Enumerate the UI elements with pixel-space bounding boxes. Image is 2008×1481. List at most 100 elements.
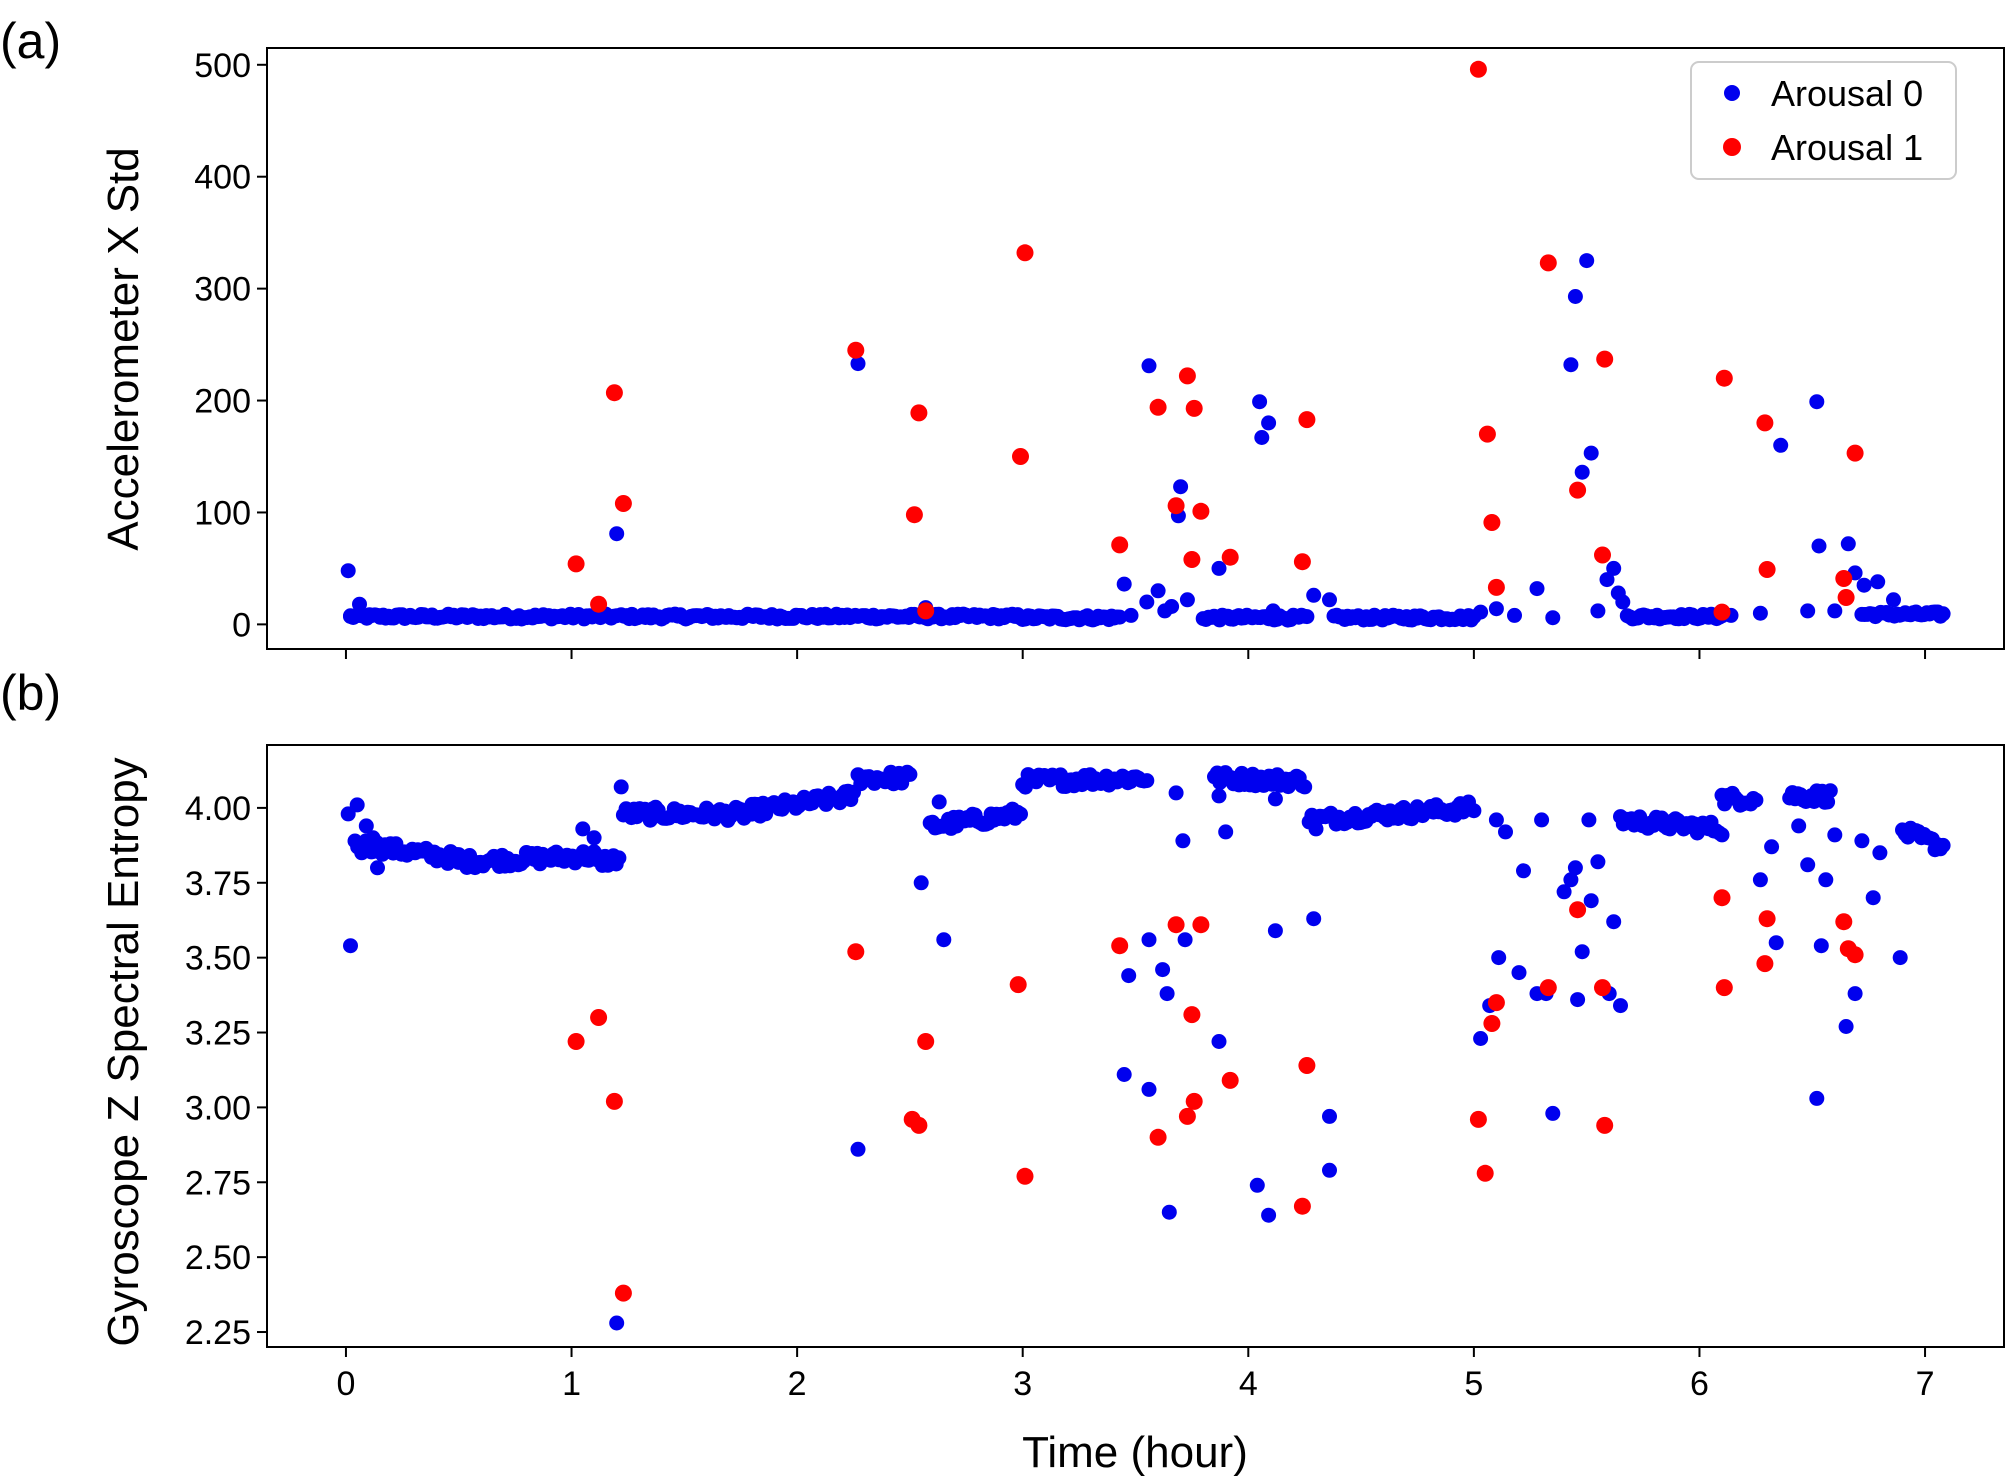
panel-a-point-arousal-0 (343, 609, 358, 624)
panel-b-point-arousal-0 (1267, 923, 1283, 939)
panel-a-xticks (344, 649, 1927, 659)
panel-b-point-arousal-1 (847, 943, 865, 961)
panel-b-point-arousal-1 (917, 1033, 935, 1050)
panel-a-point-arousal-0 (1211, 560, 1227, 576)
panel-a-point-arousal-0 (1811, 538, 1827, 554)
panel-a-point-arousal-0 (1870, 574, 1886, 590)
panel-a-point-arousal-1 (1167, 497, 1185, 515)
panel-a-point-arousal-1 (567, 555, 585, 573)
panel-b-point-arousal-0 (1155, 962, 1171, 978)
panel-b-point-arousal-1 (1483, 1015, 1501, 1032)
panel-b-xtick-label: 6 (1690, 1365, 1709, 1403)
panel-a-point-arousal-0 (1507, 607, 1522, 623)
panel-b-point-arousal-0 (1809, 1090, 1825, 1106)
panel-a-point-arousal-1 (1016, 244, 1034, 262)
panel-b-point-arousal-0 (1752, 872, 1768, 888)
panel-b-point-arousal-0 (1516, 863, 1531, 879)
panel-b-point-arousal-1 (1846, 946, 1864, 964)
panel-b-point-arousal-0 (1748, 792, 1764, 808)
panel-b-ytick-label: 3.25 (185, 1015, 251, 1053)
panel-a-point-arousal-0 (1123, 607, 1139, 623)
panel-a-point-arousal-0 (1112, 609, 1128, 625)
panel-a-point-arousal-0 (1567, 289, 1583, 304)
panel-b-point-arousal-0 (1261, 1207, 1277, 1223)
panel-b-point-arousal-0 (1473, 1031, 1489, 1046)
panel-a-point-arousal-0 (1935, 606, 1951, 622)
panel-a-point-arousal-0 (1173, 479, 1189, 495)
legend: Arousal 0 Arousal 1 (1690, 61, 1957, 180)
panel-b-ytick-label: 2.75 (185, 1164, 251, 1202)
panel-b-label: (b) (0, 665, 61, 721)
panel-b-point-arousal-0 (1581, 812, 1597, 828)
panel-b-point-arousal-0 (613, 779, 629, 795)
panel-b-point-arousal-0 (1491, 950, 1507, 966)
panel-a-point-arousal-1 (910, 404, 928, 422)
panel-b-point-arousal-0 (1590, 854, 1606, 870)
panel-a-point-arousal-0 (1827, 603, 1843, 619)
panel-b-point-arousal-0 (349, 797, 365, 813)
panel-b-point-arousal-0 (1116, 1067, 1132, 1082)
panel-b-point-arousal-0 (586, 830, 602, 846)
panel-b-point-arousal-0 (1567, 860, 1583, 876)
panel-b-point-arousal-0 (1854, 833, 1870, 849)
panel-b-ytick-label: 3.50 (185, 940, 251, 978)
panel-a-point-arousal-0 (1473, 604, 1489, 620)
panel-a-point-arousal-0 (1856, 577, 1872, 593)
panel-a-point-arousal-1 (1012, 448, 1029, 465)
panel-a-point-arousal-0 (1840, 536, 1856, 552)
panel-a-ytick-label: 0 (232, 606, 251, 644)
panel-b-point-arousal-0 (1822, 783, 1838, 799)
panel-b-point-arousal-1 (590, 1009, 608, 1026)
panel-b-frame (266, 744, 2005, 1348)
panel-a-point-arousal-0 (1574, 464, 1590, 480)
panel-b-point-arousal-0 (1141, 1081, 1157, 1097)
panel-b-point-arousal-0 (1820, 794, 1836, 810)
panel-a: (a) Accelerometer X Std 0 100 200 300 400 500… (0, 13, 2005, 659)
panel-b-point-arousal-0 (1211, 1034, 1227, 1049)
panel-a-point-arousal-0 (1599, 572, 1615, 588)
legend-marker-arousal-0 (1724, 85, 1740, 101)
panel-a-points (340, 60, 1951, 628)
panel-b-point-arousal-0 (1159, 986, 1175, 1002)
panel-b: (b) Gyroscope Z Spectral Entropy 2.25 2.5… (0, 665, 2005, 1477)
panel-b-point-arousal-0 (1121, 968, 1137, 984)
panel-b-point-arousal-1 (605, 1092, 623, 1110)
panel-a-point-arousal-0 (1529, 581, 1545, 597)
panel-b-point-arousal-0 (1267, 791, 1283, 807)
panel-b-point-arousal-1 (1183, 1006, 1201, 1024)
panel-b-point-arousal-0 (1556, 884, 1572, 900)
panel-a-point-arousal-0 (340, 563, 356, 579)
panel-b-point-arousal-1 (1298, 1057, 1316, 1074)
panel-b-point-arousal-0 (1768, 935, 1784, 951)
panel-b-point-arousal-0 (1606, 914, 1622, 930)
panel-b-point-arousal-0 (850, 1141, 866, 1157)
panel-a-point-arousal-0 (1615, 594, 1631, 610)
panel-a-point-arousal-1 (1298, 411, 1316, 429)
panel-a-point-arousal-1 (1837, 589, 1855, 606)
panel-b-point-arousal-0 (1139, 773, 1155, 789)
panel-b-point-arousal-0 (1827, 827, 1843, 843)
panel-a-point-arousal-1 (1756, 414, 1774, 432)
panel-b-xticks: 0 1 2 3 4 5 6 7 (336, 1347, 1935, 1403)
panel-b-point-arousal-1 (910, 1116, 928, 1134)
panel-a-ytick-label: 300 (194, 271, 251, 309)
legend-label-arousal-1: Arousal 1 (1771, 127, 1923, 168)
panel-a-point-arousal-1 (1178, 367, 1196, 385)
panel-a-point-arousal-0 (1139, 594, 1155, 610)
panel-b-points (340, 764, 1951, 1331)
panel-b-point-arousal-0 (902, 766, 918, 782)
panel-b-xtick-label: 2 (788, 1365, 807, 1403)
panel-a-point-arousal-1 (1293, 553, 1311, 571)
panel-b-point-arousal-0 (1583, 893, 1599, 909)
panel-b-point-arousal-1 (1178, 1107, 1196, 1125)
panel-a-point-arousal-0 (1322, 592, 1337, 608)
panel-a-point-arousal-1 (1185, 399, 1203, 417)
panel-b-point-arousal-0 (1813, 938, 1829, 954)
panel-b-xtick-label: 4 (1239, 1365, 1258, 1403)
panel-b-yticks: 2.25 2.50 2.75 3.00 3.25 3.50 3.75 4.00 (185, 790, 267, 1352)
panel-a-label: (a) (0, 13, 61, 69)
panel-b-point-arousal-0 (575, 821, 591, 837)
panel-b-point-arousal-0 (354, 845, 370, 861)
panel-a-point-arousal-0 (1261, 415, 1277, 431)
panel-a-point-arousal-1 (1758, 561, 1776, 578)
